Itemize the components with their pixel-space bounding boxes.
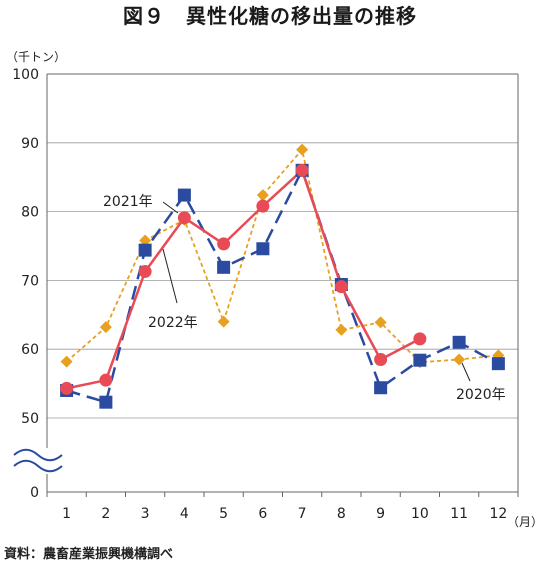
y-tick-label: 0: [30, 485, 39, 501]
y-tick-label: 80: [21, 205, 39, 221]
label-2022: 2022年: [148, 315, 198, 331]
data-point-square: [256, 242, 270, 256]
data-point-circle: [177, 211, 191, 225]
y-axis-unit: （千トン）: [6, 50, 66, 64]
x-tick-label: 9: [376, 506, 385, 522]
data-point-square: [413, 353, 427, 367]
x-tick-label: 6: [258, 506, 267, 522]
data-point-circle: [374, 353, 388, 367]
x-tick-label: 7: [298, 506, 307, 522]
grid: [47, 73, 518, 419]
data-point-square: [138, 243, 152, 257]
data-point-circle: [60, 381, 74, 395]
series-label-2020: 2020年: [456, 362, 506, 403]
data-point-diamond: [217, 315, 230, 328]
x-tick-label: 8: [337, 506, 346, 522]
data-point-diamond: [256, 189, 269, 202]
data-point-square: [374, 381, 388, 395]
data-point-circle: [217, 237, 231, 251]
axis-break-wave: [13, 459, 63, 473]
data-point-diamond: [374, 316, 387, 329]
data-point-diamond: [139, 234, 152, 247]
x-tick-label: 12: [489, 506, 507, 522]
data-point-circle: [99, 373, 113, 387]
y-tick-label: 60: [21, 342, 39, 358]
series-label-2022: 2022年: [148, 248, 198, 331]
data-point-circle: [413, 332, 427, 346]
y-tick-label: 50: [21, 411, 39, 427]
x-tick-label: 10: [411, 506, 429, 522]
label-2020: 2020年: [456, 387, 506, 403]
source-note: 資料：農畜産業振興機構調べ: [4, 546, 173, 562]
x-tick-label: 2: [101, 506, 110, 522]
series-line: [66, 169, 421, 390]
series-lines: [66, 148, 499, 404]
label-2022-leader: [162, 248, 178, 304]
data-point-diamond: [453, 353, 466, 366]
x-tick-label: 11: [450, 506, 468, 522]
data-point-circle: [256, 199, 270, 213]
label-2021-leader: [162, 201, 179, 214]
data-point-circle: [295, 163, 309, 177]
chart-title: 図９ 異性化糖の移出量の推移: [123, 4, 417, 28]
data-point-diamond: [296, 143, 309, 156]
data-point-square: [99, 395, 113, 409]
data-point-square: [217, 260, 231, 274]
data-point-square: [452, 335, 466, 349]
series-line: [66, 148, 499, 364]
x-tick-label: 5: [219, 506, 228, 522]
data-point-diamond: [60, 355, 73, 368]
label-2021: 2021年: [103, 194, 153, 210]
data-point-diamond: [99, 321, 112, 334]
data-point-circle: [138, 264, 152, 278]
series-label-2021: 2021年: [103, 194, 179, 214]
x-tick-label: 4: [180, 506, 189, 522]
data-point-square: [491, 357, 505, 371]
data-point-circle: [334, 280, 348, 294]
x-axis-unit: （月）: [507, 515, 541, 529]
data-point-square: [177, 188, 191, 202]
y-tick-label: 100: [12, 67, 39, 83]
x-tick-label: 3: [141, 506, 150, 522]
data-point-diamond: [335, 323, 348, 336]
series-markers: [60, 143, 505, 409]
y-tick-label: 90: [21, 136, 39, 152]
axis-break-wave: [13, 448, 63, 462]
label-2020-leader: [461, 362, 471, 382]
series-line: [66, 169, 499, 404]
x-tick-label: 1: [62, 506, 71, 522]
y-tick-label: 70: [21, 273, 39, 289]
